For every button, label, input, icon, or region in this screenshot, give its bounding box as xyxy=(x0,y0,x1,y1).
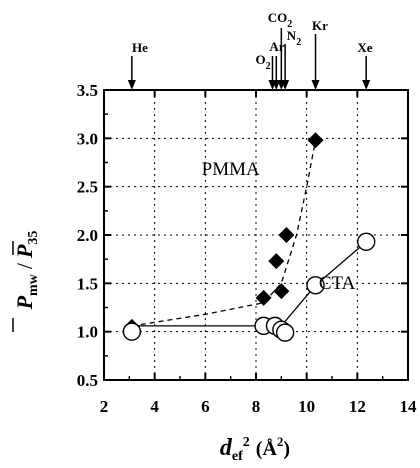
gas-arrows xyxy=(127,28,371,90)
series-line-pmma xyxy=(131,140,317,327)
x-tick-label: 8 xyxy=(252,397,261,416)
gas-label-kr: Kr xyxy=(312,18,328,33)
series-markers xyxy=(122,132,376,342)
y-tick-label: 1.0 xyxy=(77,323,98,342)
series-label-cta: CTA xyxy=(319,273,356,294)
marker-pmma xyxy=(255,289,272,306)
x-tick-label: 4 xyxy=(150,397,159,416)
marker-cta xyxy=(306,276,325,295)
series-label-pmma: PMMA xyxy=(202,159,260,180)
gas-arrow-head-xe xyxy=(362,80,371,90)
x-tick-label: 10 xyxy=(298,397,315,416)
gas-label-ar: Ar xyxy=(269,39,284,54)
x-tick-label: 12 xyxy=(349,397,366,416)
annotations: PMMA CTA xyxy=(202,159,356,294)
y-tick-label: 2.5 xyxy=(77,178,98,197)
gas-arrow-head-kr xyxy=(311,80,320,90)
y-tick-label: 3.0 xyxy=(77,129,98,148)
marker-cta xyxy=(275,323,295,342)
gas-label-he: He xyxy=(132,40,148,55)
gas-arrow-head-he xyxy=(127,80,136,90)
gas-label-xe: Xe xyxy=(357,40,372,55)
x-tick-label: 6 xyxy=(201,397,210,416)
x-tick-label: 14 xyxy=(400,397,418,416)
x-tick-label: 2 xyxy=(100,397,109,416)
tick-labels: 2 4 6 8 10 12 14 0.5 1.0 1.5 2.0 2.5 3.0 3.5 xyxy=(77,81,417,416)
gas-label-co2: CO2 xyxy=(268,10,293,30)
gas-labels: He O2 Ar CO2 N2 Kr Xe xyxy=(132,10,373,72)
marker-pmma xyxy=(268,253,285,270)
marker-pmma xyxy=(273,283,290,300)
marker-pmma xyxy=(278,227,295,243)
y-tick-label: 3.5 xyxy=(77,81,98,100)
gas-arrow-head-ar xyxy=(272,80,281,90)
gas-arrow-head-n2 xyxy=(281,80,290,90)
marker-pmma xyxy=(307,132,324,149)
y-tick-label: 2.0 xyxy=(77,226,98,245)
grid xyxy=(104,90,408,380)
y-tick-label: 1.5 xyxy=(77,274,98,293)
gas-label-o2: O2 xyxy=(255,52,270,72)
marker-cta xyxy=(122,322,142,341)
marker-cta xyxy=(357,232,376,251)
y-axis-label: Pmw/P35 xyxy=(12,231,41,332)
gas-label-n2: N2 xyxy=(287,28,301,48)
y-tick-label: 0.5 xyxy=(77,371,98,390)
y-label-num: P xyxy=(12,295,37,310)
ticks xyxy=(103,89,409,381)
svg-text:Pmw/P35: Pmw/P35 xyxy=(12,231,41,311)
x-axis-label: def2 (Å2) xyxy=(220,434,290,464)
